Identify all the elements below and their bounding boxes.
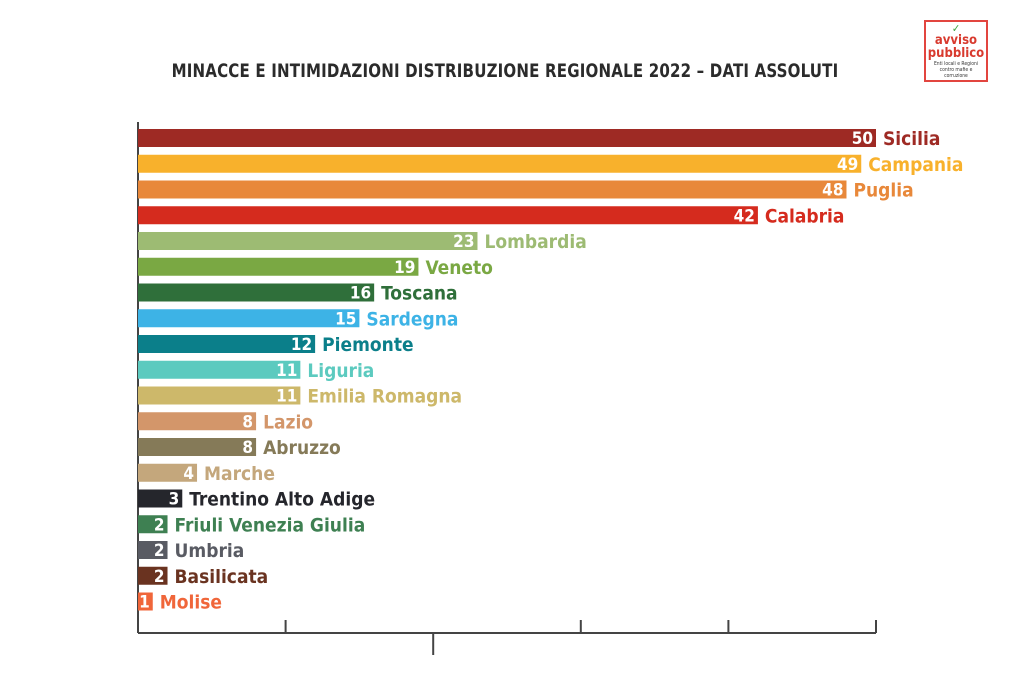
category-label: Lazio [263, 411, 313, 433]
logo-line1: avviso [934, 33, 978, 48]
value-label: 2 [154, 567, 165, 587]
value-label: 11 [276, 361, 297, 381]
category-label: Friuli Venezia Giulia [175, 514, 366, 536]
value-label: 48 [822, 181, 843, 201]
bar-calabria [138, 206, 758, 225]
category-label: Campania [868, 154, 963, 176]
value-label: 8 [242, 438, 253, 458]
category-label: Emilia Romagna [307, 386, 462, 408]
category-label: Veneto [425, 257, 493, 279]
avviso-pubblico-logo: ✓ avviso pubblico Enti locali e Regioni … [924, 20, 988, 82]
category-label: Umbria [175, 540, 245, 562]
category-label: Trentino Alto Adige [189, 489, 375, 511]
logo-tagline: Enti locali e Regioni contro mafie e cor… [933, 61, 979, 79]
value-label: 3 [169, 490, 180, 510]
bar-veneto [138, 257, 419, 276]
category-label: Puglia [853, 180, 913, 202]
bar-toscana [138, 283, 375, 302]
bar-piemonte [138, 335, 316, 353]
bar-puglia [138, 180, 847, 199]
bar-sicilia [138, 129, 876, 147]
category-label: Liguria [307, 360, 374, 382]
value-label: 2 [154, 541, 165, 561]
value-label: 15 [335, 309, 356, 329]
logo-line2: pubblico [927, 46, 985, 61]
category-label: Sicilia [883, 128, 940, 150]
bar-liguria [138, 360, 301, 379]
category-label: Calabria [765, 205, 845, 227]
bar-marche [138, 463, 198, 482]
bar-friuli-venezia-giulia [138, 515, 168, 534]
checkmark-icon: ✓ [951, 22, 961, 35]
bar-campania [138, 154, 862, 173]
value-label: 49 [837, 155, 858, 175]
category-label: Marche [204, 463, 275, 485]
value-label: 19 [394, 258, 415, 278]
bar-sardegna [138, 309, 360, 328]
category-label: Sardegna [366, 308, 458, 330]
bar-lazio [138, 412, 257, 431]
category-label: Lombardia [484, 231, 586, 253]
value-label: 42 [734, 206, 755, 226]
value-label: 16 [350, 284, 371, 304]
value-label: 1 [139, 593, 150, 613]
category-label: Abruzzo [263, 437, 341, 459]
bar-trentino-alto-adige [138, 489, 183, 508]
value-label: 50 [852, 129, 873, 149]
bar-emilia-romagna [138, 386, 301, 405]
value-label: 8 [242, 412, 253, 432]
value-label: 12 [291, 335, 312, 355]
bar-lombardia [138, 232, 478, 250]
category-label: Piemonte [322, 334, 413, 356]
value-label: 2 [154, 515, 165, 535]
category-label: Toscana [381, 283, 457, 305]
bar-umbria [138, 541, 168, 559]
chart-title: MINACCE E INTIMIDAZIONI DISTRIBUZIONE RE… [171, 60, 839, 82]
bar-abruzzo [138, 438, 257, 456]
value-label: 4 [183, 464, 194, 484]
bar-basilicata [138, 566, 168, 585]
value-label: 11 [276, 387, 297, 407]
bar-molise [138, 592, 153, 611]
category-label: Basilicata [175, 566, 269, 588]
category-label: Molise [160, 592, 222, 614]
value-label: 23 [453, 232, 474, 252]
